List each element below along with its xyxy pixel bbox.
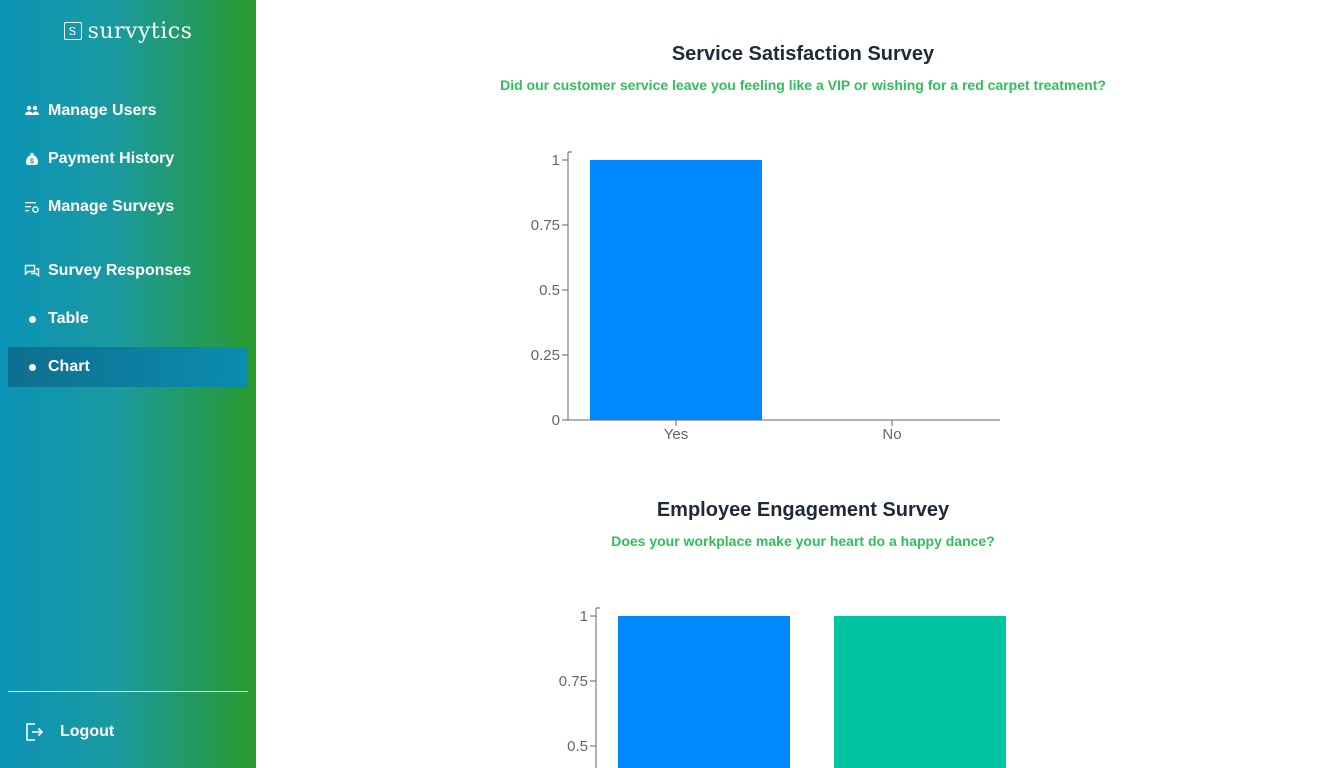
brand-logo[interactable]: S survytics xyxy=(0,16,256,46)
brand-name: survytics xyxy=(87,18,193,44)
y-tick-label: 1 xyxy=(580,608,588,625)
logout-icon xyxy=(24,722,44,742)
chart-title: Service Satisfaction Survey xyxy=(671,43,935,65)
bar-chart: 0 0.25 0.5 0.75 1 Yes No xyxy=(531,151,1000,443)
x-tick-label: No xyxy=(882,426,901,443)
chart-subtitle: Did our customer service leave you feeli… xyxy=(500,77,1106,93)
sidebar-item-label: Payment History xyxy=(48,150,175,167)
logo-icon: S xyxy=(63,22,82,40)
sidebar-item-table[interactable]: Table xyxy=(8,299,248,339)
sidebar-item-payment-history[interactable]: $ Payment History xyxy=(8,139,248,179)
svg-text:$: $ xyxy=(30,159,34,166)
main-content: Service Satisfaction Survey Did our cust… xyxy=(256,0,1344,768)
y-tick-label: 0.5 xyxy=(539,282,560,299)
logout-label: Logout xyxy=(60,723,115,740)
sidebar-item-label: Manage Users xyxy=(48,102,157,119)
dot-icon xyxy=(24,359,40,375)
survey-settings-icon xyxy=(24,199,40,215)
x-tick-label: Yes xyxy=(664,426,688,443)
sidebar-item-label: Manage Surveys xyxy=(48,198,175,215)
sidebar-item-manage-users[interactable]: Manage Users xyxy=(8,91,248,131)
y-tick-label: 0.5 xyxy=(567,738,588,755)
y-tick-label: 1 xyxy=(552,152,560,169)
money-bag-icon: $ xyxy=(24,151,40,167)
chart-title: Employee Engagement Survey xyxy=(656,499,950,521)
sidebar-item-survey-responses[interactable]: Survey Responses xyxy=(8,251,248,291)
bar xyxy=(618,616,790,768)
chat-icon xyxy=(24,263,40,279)
users-icon xyxy=(24,103,40,119)
chart-subtitle: Does your workplace make your heart do a… xyxy=(611,533,995,549)
dot-icon xyxy=(24,311,40,327)
bar xyxy=(834,616,1006,768)
sidebar-item-label: Table xyxy=(48,310,89,327)
sidebar-divider xyxy=(8,691,248,692)
sidebar-item-label: Survey Responses xyxy=(48,262,192,279)
sidebar-item-manage-surveys[interactable]: Manage Surveys xyxy=(8,187,248,227)
sidebar-item-label: Chart xyxy=(48,358,90,375)
y-tick-label: 0.25 xyxy=(531,347,560,364)
y-tick-label: 0 xyxy=(552,412,560,429)
logout-button[interactable]: Logout xyxy=(24,718,114,746)
bar-chart: 0.5 0.75 1 xyxy=(559,607,1006,768)
sidebar-item-chart[interactable]: Chart xyxy=(8,347,248,387)
sidebar: S survytics Manage Users $ Payment Histo… xyxy=(0,0,256,768)
y-tick-label: 0.75 xyxy=(559,673,588,690)
y-tick-label: 0.75 xyxy=(531,217,560,234)
bar xyxy=(590,160,762,420)
